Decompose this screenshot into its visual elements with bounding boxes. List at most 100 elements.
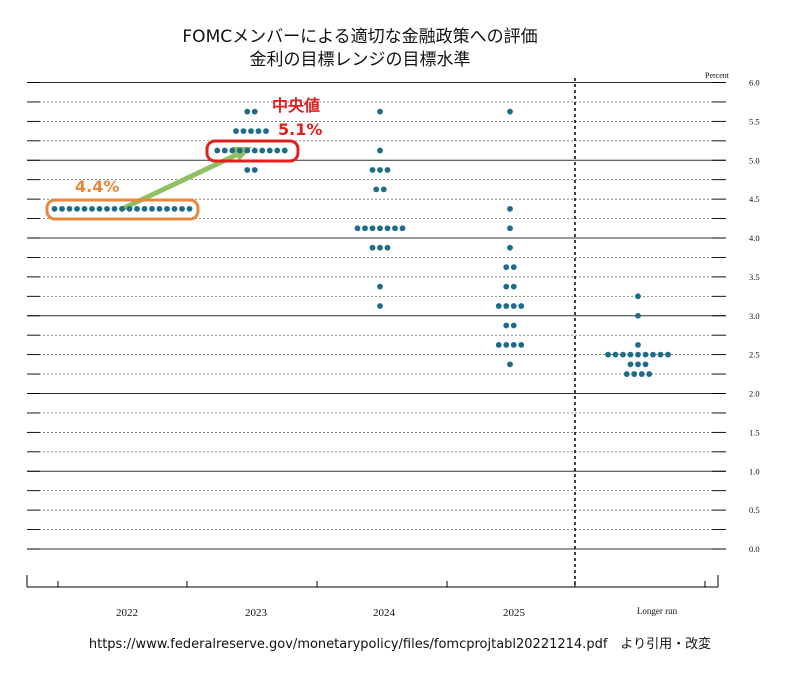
data-dot bbox=[251, 167, 258, 173]
x-axis bbox=[26, 575, 719, 588]
data-dot bbox=[507, 225, 513, 232]
data-dot bbox=[259, 147, 266, 154]
y-tick-label: 1.5 bbox=[749, 427, 760, 437]
data-dot bbox=[518, 303, 525, 309]
y-tick-label: 0.5 bbox=[749, 505, 760, 515]
data-dot bbox=[510, 303, 517, 309]
data-dot bbox=[373, 186, 380, 193]
data-dot bbox=[240, 128, 247, 134]
x-label-2025: 2025 bbox=[503, 607, 526, 619]
data-dot bbox=[380, 186, 387, 193]
data-dot bbox=[507, 361, 513, 368]
data-dot bbox=[507, 244, 513, 251]
data-dot bbox=[627, 361, 634, 368]
data-dot bbox=[244, 147, 251, 154]
data-dot bbox=[369, 244, 376, 251]
data-dot bbox=[605, 351, 611, 358]
x-label-longer-run: Longer run bbox=[637, 606, 678, 616]
highlight-2022-box bbox=[45, 198, 200, 221]
data-dot bbox=[274, 147, 281, 154]
data-dot bbox=[635, 293, 641, 300]
data-dot bbox=[156, 205, 163, 212]
data-dot bbox=[51, 205, 58, 212]
data-dot bbox=[89, 205, 95, 212]
data-dot bbox=[650, 351, 656, 358]
annotation-median-value: 5.1% bbox=[278, 120, 322, 139]
data-dot bbox=[179, 205, 185, 212]
data-dot bbox=[612, 351, 619, 358]
data-dot bbox=[503, 303, 510, 309]
data-dot bbox=[104, 205, 110, 212]
highlights bbox=[45, 139, 300, 221]
data-dot bbox=[248, 128, 254, 134]
data-dot bbox=[74, 205, 80, 212]
data-dot bbox=[111, 205, 118, 212]
data-dot bbox=[510, 283, 517, 290]
data-dot bbox=[164, 205, 170, 212]
data-dot bbox=[244, 108, 251, 115]
data-dot bbox=[362, 225, 368, 232]
x-label-2023: 2023 bbox=[245, 607, 268, 619]
data-dot bbox=[642, 351, 649, 358]
data-dot bbox=[377, 244, 383, 251]
data-dot bbox=[377, 303, 383, 309]
data-dot bbox=[623, 371, 630, 377]
data-dot bbox=[149, 205, 155, 212]
data-dot bbox=[507, 205, 513, 212]
y-tick-label: 5.5 bbox=[749, 116, 760, 126]
data-dot bbox=[141, 205, 148, 212]
y-tick-label: 0.0 bbox=[749, 544, 760, 554]
data-dot bbox=[229, 147, 236, 154]
data-dot bbox=[221, 147, 228, 154]
y-tick-label: 3.5 bbox=[749, 272, 760, 282]
data-dot bbox=[263, 128, 269, 134]
data-dot bbox=[126, 205, 133, 212]
dots bbox=[51, 108, 671, 377]
data-dot bbox=[251, 147, 258, 154]
y-tick-label: 2.0 bbox=[749, 389, 760, 399]
data-dot bbox=[236, 147, 243, 154]
data-dot bbox=[503, 342, 510, 348]
y-tick-label: 6.0 bbox=[749, 78, 760, 88]
data-dot bbox=[638, 371, 645, 377]
highlight-2023-box bbox=[205, 139, 300, 163]
data-dot bbox=[657, 351, 664, 358]
data-dot bbox=[635, 342, 641, 348]
data-dot bbox=[214, 147, 221, 154]
data-dot bbox=[96, 205, 103, 212]
data-dot bbox=[369, 225, 376, 232]
data-dot bbox=[635, 361, 641, 368]
data-dot bbox=[620, 351, 626, 358]
data-dot bbox=[244, 167, 251, 173]
data-dot bbox=[665, 351, 671, 358]
x-label-2024: 2024 bbox=[373, 607, 396, 619]
data-dot bbox=[369, 167, 376, 173]
chart-title: FOMCメンバーによる適切な金融政策への評価 bbox=[182, 27, 537, 47]
data-dot bbox=[646, 371, 653, 377]
data-dot bbox=[627, 351, 634, 358]
data-dot bbox=[635, 312, 641, 319]
data-dot bbox=[510, 322, 517, 329]
annotation-median-label: 中央値 bbox=[272, 96, 320, 115]
data-dot bbox=[384, 244, 391, 251]
data-dot bbox=[635, 351, 641, 358]
data-dot bbox=[392, 225, 398, 232]
data-dot bbox=[66, 205, 73, 212]
y-tick-label: 4.0 bbox=[749, 233, 760, 243]
data-dot bbox=[119, 205, 125, 212]
data-dot bbox=[81, 205, 88, 212]
data-dot bbox=[233, 128, 239, 134]
data-dot bbox=[377, 225, 383, 232]
data-dot bbox=[384, 167, 391, 173]
x-tick-labels: 2022 2023 2024 2025 Longer run bbox=[116, 606, 678, 619]
gridlines bbox=[27, 82, 726, 550]
data-dot bbox=[384, 225, 391, 232]
data-dot bbox=[495, 342, 502, 348]
data-dot bbox=[642, 361, 649, 368]
y-tick-label: 5.0 bbox=[749, 155, 760, 165]
data-dot bbox=[134, 205, 140, 212]
data-dot bbox=[631, 371, 638, 377]
y-tick-label: 2.5 bbox=[749, 350, 760, 360]
y-tick-labels: 6.0 5.5 5.0 4.5 4.0 3.5 3.0 2.5 2.0 1.5 1.0 0.5 0.0 bbox=[749, 78, 760, 555]
data-dot bbox=[503, 322, 510, 329]
